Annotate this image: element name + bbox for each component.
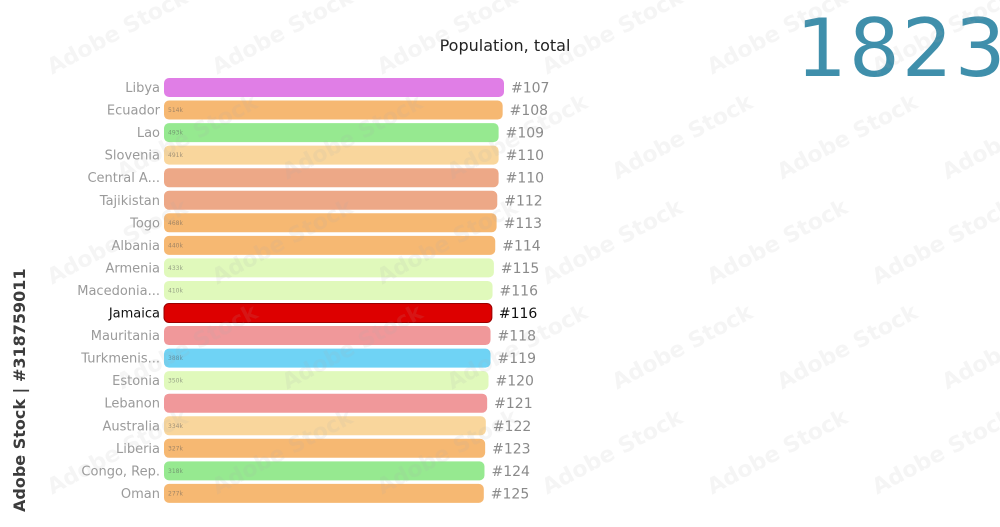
value-label: 514k xyxy=(168,107,183,114)
bar xyxy=(164,258,494,278)
bar-row: Ecuador 514k #108 xyxy=(107,100,548,120)
country-label: Tajikistan xyxy=(99,194,160,209)
country-label: Armenia xyxy=(106,261,161,276)
value-label: 350k xyxy=(168,378,183,385)
bar xyxy=(164,461,485,481)
bar xyxy=(164,168,499,188)
rank-label: #123 xyxy=(492,441,530,457)
rank-label: #114 xyxy=(502,238,541,254)
rank-label: #112 xyxy=(504,193,542,209)
country-label: Lao xyxy=(137,126,160,141)
bar-row: Estonia 350k #120 xyxy=(112,371,534,391)
bar-row: Mauritania #118 xyxy=(91,326,536,346)
bar-row: Turkmenis... 388k #119 xyxy=(80,348,536,368)
country-label: Australia xyxy=(102,419,160,434)
rank-label: #121 xyxy=(494,396,532,412)
value-label: 327k xyxy=(168,445,183,452)
bar xyxy=(164,438,486,458)
country-label: Libya xyxy=(125,81,160,96)
rank-label: #109 xyxy=(506,126,544,142)
bar-row: Albania 440k #114 xyxy=(111,235,541,255)
rank-label: #116 xyxy=(500,283,539,299)
rank-label: #116 xyxy=(499,306,538,322)
value-label: 388k xyxy=(168,355,183,362)
bar-row: Lebanon #121 xyxy=(104,393,533,413)
value-label: 277k xyxy=(168,490,183,497)
value-label: 334k xyxy=(168,423,183,430)
bar xyxy=(164,280,493,300)
rank-label: #122 xyxy=(493,419,531,435)
rank-label: #115 xyxy=(501,261,539,277)
bar xyxy=(164,190,498,210)
bar-row: Armenia 433k #115 xyxy=(106,258,539,278)
bar-row: Oman 277k #125 xyxy=(121,483,529,503)
rank-label: #120 xyxy=(496,374,534,390)
bar xyxy=(164,213,497,233)
bar xyxy=(164,348,491,368)
country-label: Turkmenis... xyxy=(80,352,160,367)
country-label: Ecuador xyxy=(107,104,161,119)
country-label: Congo, Rep. xyxy=(81,464,160,479)
bar-row: Central A... #110 xyxy=(87,168,544,188)
country-label: Liberia xyxy=(116,442,160,457)
bar-row: Libya #107 xyxy=(125,78,549,97)
country-label: Albania xyxy=(111,239,160,254)
rank-label: #125 xyxy=(491,486,529,502)
bar-row: Liberia 327k #123 xyxy=(116,438,531,458)
rank-label: #124 xyxy=(491,464,530,480)
value-label: 491k xyxy=(168,152,183,159)
rank-label: #107 xyxy=(511,81,549,97)
country-label: Togo xyxy=(129,216,160,231)
value-label: 318k xyxy=(168,468,183,475)
bar-row: Australia 334k #122 xyxy=(102,416,531,436)
rank-label: #110 xyxy=(506,148,544,164)
bar xyxy=(164,371,489,391)
country-label: Macedonia... xyxy=(77,284,160,299)
value-label: 468k xyxy=(168,220,183,227)
country-label: Estonia xyxy=(112,374,160,389)
bar xyxy=(164,326,491,346)
bar xyxy=(164,235,496,255)
country-label: Slovenia xyxy=(105,149,160,164)
country-label: Lebanon xyxy=(104,397,160,412)
value-label: 410k xyxy=(168,287,183,294)
bar-row: Tajikistan #112 xyxy=(99,190,543,210)
rank-label: #113 xyxy=(504,216,542,232)
value-label: 440k xyxy=(168,242,183,249)
bar xyxy=(164,393,488,413)
rank-label: #110 xyxy=(506,171,544,187)
country-label: Mauritania xyxy=(91,329,160,344)
country-label: Jamaica xyxy=(108,307,160,322)
bar-row: Togo 468k #113 xyxy=(129,213,542,233)
value-label: 493k xyxy=(168,130,183,137)
bar-row: Slovenia 491k #110 xyxy=(105,145,544,165)
watermark-side-text: Adobe Stock | #318759011 xyxy=(10,268,29,512)
bar xyxy=(163,303,493,323)
bar xyxy=(164,100,503,120)
rank-label: #118 xyxy=(498,329,536,345)
value-label: 433k xyxy=(168,265,183,272)
rank-label: #119 xyxy=(498,351,536,367)
chart-title: Population, total xyxy=(439,36,571,55)
bar-row: Jamaica #116 xyxy=(108,303,538,323)
year-label: 1823 xyxy=(796,2,1000,95)
rank-label: #108 xyxy=(510,103,548,119)
bar xyxy=(164,416,486,436)
country-label: Central A... xyxy=(87,171,160,186)
bar xyxy=(164,145,499,165)
bar xyxy=(164,78,504,97)
bar-row: Lao 493k #109 xyxy=(137,123,544,143)
bar xyxy=(164,123,499,143)
country-label: Oman xyxy=(121,487,160,502)
bar-row: Congo, Rep. 318k #124 xyxy=(81,461,530,481)
bar xyxy=(164,483,484,503)
bar-row: Macedonia... 410k #116 xyxy=(77,280,539,300)
